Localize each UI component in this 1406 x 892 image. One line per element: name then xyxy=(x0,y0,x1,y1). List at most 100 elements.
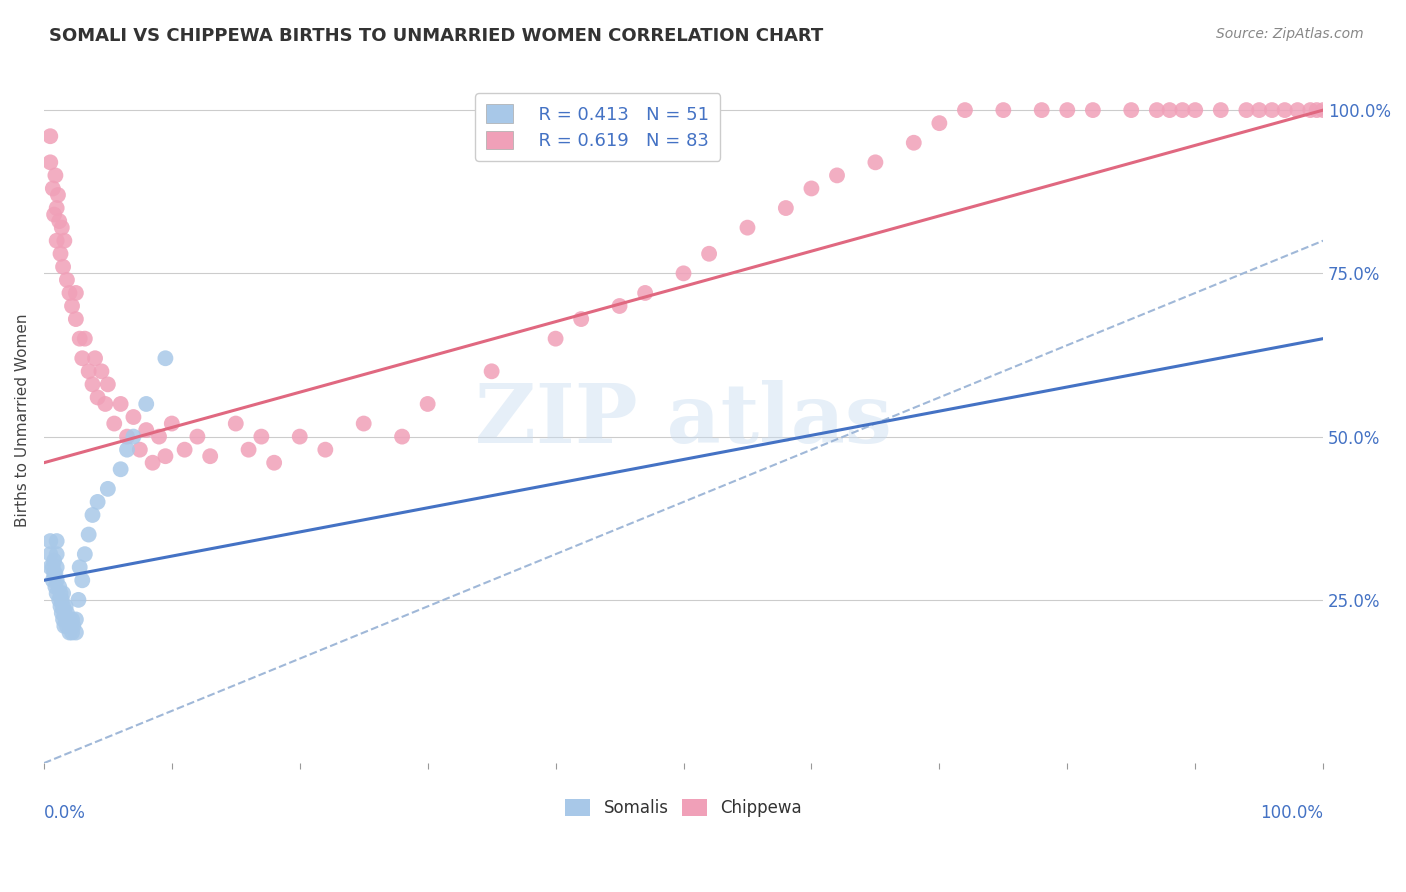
Point xyxy=(58,625,80,640)
Point xyxy=(42,574,65,588)
Point xyxy=(903,136,925,150)
Point xyxy=(155,449,177,463)
Point xyxy=(481,364,503,378)
Point xyxy=(186,429,208,443)
Point xyxy=(160,417,183,431)
Point xyxy=(569,312,592,326)
Point xyxy=(103,417,125,431)
Point xyxy=(52,260,75,274)
Point xyxy=(73,547,96,561)
Point xyxy=(56,273,79,287)
Point xyxy=(155,351,177,366)
Point xyxy=(353,417,375,431)
Point xyxy=(52,586,75,600)
Point xyxy=(775,201,797,215)
Point xyxy=(39,547,62,561)
Point xyxy=(825,169,848,183)
Text: ZIP atlas: ZIP atlas xyxy=(475,380,891,460)
Point xyxy=(609,299,631,313)
Point xyxy=(110,462,132,476)
Text: SOMALI VS CHIPPEWA BIRTHS TO UNMARRIED WOMEN CORRELATION CHART: SOMALI VS CHIPPEWA BIRTHS TO UNMARRIED W… xyxy=(49,27,824,45)
Point xyxy=(1056,103,1078,117)
Point xyxy=(90,364,112,378)
Point xyxy=(42,560,65,574)
Point xyxy=(53,234,76,248)
Text: 100.0%: 100.0% xyxy=(1260,805,1323,822)
Point xyxy=(39,534,62,549)
Point xyxy=(97,482,120,496)
Point xyxy=(72,574,94,588)
Point xyxy=(53,619,76,633)
Point xyxy=(173,442,195,457)
Point xyxy=(77,527,100,541)
Point xyxy=(250,429,273,443)
Point xyxy=(1299,103,1322,117)
Point xyxy=(55,612,77,626)
Point xyxy=(52,612,75,626)
Point xyxy=(60,299,83,313)
Point xyxy=(928,116,950,130)
Point xyxy=(1031,103,1053,117)
Point xyxy=(148,429,170,443)
Point xyxy=(69,332,91,346)
Point xyxy=(73,332,96,346)
Point xyxy=(82,377,104,392)
Point xyxy=(1209,103,1232,117)
Point xyxy=(865,155,887,169)
Point xyxy=(135,397,157,411)
Point xyxy=(49,246,72,260)
Point xyxy=(53,606,76,620)
Point xyxy=(60,625,83,640)
Point xyxy=(62,619,84,633)
Point xyxy=(58,612,80,626)
Point xyxy=(84,351,107,366)
Point xyxy=(1121,103,1143,117)
Point xyxy=(67,592,90,607)
Point xyxy=(1184,103,1206,117)
Point xyxy=(58,612,80,626)
Point xyxy=(45,574,67,588)
Point xyxy=(58,285,80,300)
Point xyxy=(993,103,1015,117)
Point xyxy=(51,220,73,235)
Point xyxy=(45,234,67,248)
Point xyxy=(65,312,87,326)
Point xyxy=(51,606,73,620)
Point xyxy=(45,201,67,215)
Point xyxy=(953,103,976,117)
Point xyxy=(1274,103,1296,117)
Point xyxy=(48,592,70,607)
Point xyxy=(60,612,83,626)
Point xyxy=(800,181,823,195)
Point xyxy=(45,534,67,549)
Point xyxy=(110,397,132,411)
Point xyxy=(59,619,82,633)
Point xyxy=(1249,103,1271,117)
Point xyxy=(115,429,138,443)
Point xyxy=(42,181,65,195)
Point xyxy=(672,266,695,280)
Point xyxy=(45,586,67,600)
Point xyxy=(56,606,79,620)
Point xyxy=(56,619,79,633)
Y-axis label: Births to Unmarried Women: Births to Unmarried Women xyxy=(15,313,30,527)
Point xyxy=(1286,103,1309,117)
Point xyxy=(288,429,311,443)
Point xyxy=(65,285,87,300)
Point xyxy=(42,566,65,581)
Point xyxy=(45,560,67,574)
Point xyxy=(198,449,221,463)
Point xyxy=(86,495,108,509)
Point xyxy=(1312,103,1334,117)
Point xyxy=(65,625,87,640)
Point xyxy=(314,442,336,457)
Point xyxy=(697,246,720,260)
Point xyxy=(44,580,66,594)
Point xyxy=(86,391,108,405)
Point xyxy=(48,214,70,228)
Point xyxy=(77,364,100,378)
Point xyxy=(94,397,117,411)
Point xyxy=(1171,103,1194,117)
Point xyxy=(128,442,150,457)
Point xyxy=(634,285,657,300)
